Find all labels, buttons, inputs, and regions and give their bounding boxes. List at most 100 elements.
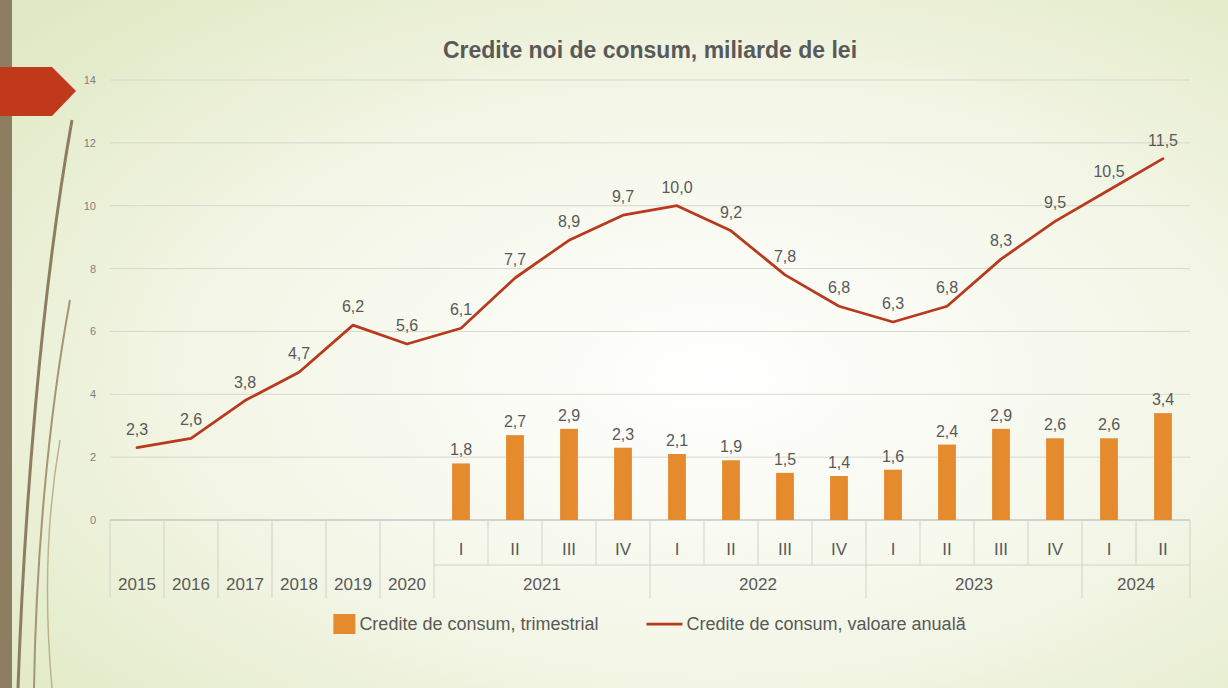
axis-separator [1082,520,1083,598]
axis-separator [704,565,758,566]
data-label: 1,4 [828,454,850,471]
data-label: 7,7 [504,251,526,268]
axis-separator [1136,565,1190,566]
bar [722,460,740,520]
bar [884,470,902,520]
bar [1100,438,1118,520]
axis-separator [326,520,327,598]
bar [938,445,956,520]
data-label: 9,5 [1044,194,1066,211]
x-tick-label: III [562,540,576,559]
axis-separator [812,565,866,566]
data-label: 2,6 [180,411,202,428]
data-labels: 1,82,72,92,32,11,91,51,41,62,42,92,62,63… [126,132,1178,471]
axis-separator [164,520,165,598]
data-label: 4,7 [288,345,310,362]
data-label: 8,3 [990,232,1012,249]
bar [776,473,794,520]
axis-separator [866,520,867,598]
x-tick-label: 2020 [388,575,426,594]
x-group-label: 2022 [739,575,777,594]
data-label: 2,3 [126,421,148,438]
x-tick-label: II [1158,540,1167,559]
legend-label: Credite de consum, valoare anuală [686,614,966,634]
axis-separator [434,565,488,566]
data-label: 2,7 [504,413,526,430]
axis-separator [488,565,542,566]
data-label: 10,5 [1093,163,1124,180]
data-label: 2,6 [1044,416,1066,433]
data-label: 8,9 [558,213,580,230]
x-tick-label: 2015 [118,575,156,594]
data-label: 2,6 [1098,416,1120,433]
x-group-label: 2021 [523,575,561,594]
data-label: 1,9 [720,438,742,455]
axis-separator [1136,520,1137,565]
x-tick-label: 2019 [334,575,372,594]
y-tick-label: 6 [90,325,96,337]
data-label: 6,2 [342,298,364,315]
axis-separator [650,520,651,598]
data-label: 2,4 [936,423,958,440]
data-label: 2,3 [612,426,634,443]
data-label: 7,8 [774,248,796,265]
grid-line [110,268,1190,269]
x-tick-label: II [726,540,735,559]
legend-swatch [333,614,355,634]
axis-separator [1190,520,1191,598]
axis-separator [650,565,704,566]
data-label: 2,9 [558,407,580,424]
axis-separator [920,520,921,565]
legend-swatch [646,623,682,626]
axis-separator [704,520,705,565]
data-label: 11,5 [1148,132,1178,149]
grid-line [110,80,1190,81]
axis-separator [974,520,975,565]
data-label: 1,6 [882,448,904,465]
data-label: 6,8 [936,279,958,296]
axis-separator [920,565,974,566]
x-tick-label: IV [831,540,848,559]
axis-separator [1082,565,1136,566]
axis-separator [542,520,543,565]
deco-curve [47,440,60,688]
data-label: 3,4 [1152,391,1174,408]
grid-line [110,205,1190,206]
axis-separator [434,520,435,598]
legend-item: Credite de consum, trimestrial [333,614,598,634]
bar [560,429,578,520]
axis-separator [758,565,812,566]
bar [614,448,632,520]
x-tick-label: I [1107,540,1112,559]
line [137,159,1163,448]
axis-separator [596,520,597,565]
y-tick-label: 0 [90,514,96,526]
data-label: 1,5 [774,451,796,468]
data-label: 5,6 [396,317,418,334]
data-label: 10,0 [661,179,692,196]
x-tick-label: IV [615,540,632,559]
y-tick-label: 10 [84,200,96,212]
data-label: 3,8 [234,374,256,391]
bar [452,463,470,520]
x-tick-label: 2016 [172,575,210,594]
bar [830,476,848,520]
plot-marks [137,159,1172,520]
data-label: 6,8 [828,279,850,296]
bar [506,435,524,520]
axis-separator [596,565,650,566]
arrow-shape [0,67,76,116]
bar [668,454,686,520]
bar [1154,413,1172,520]
axis-separator [974,565,1028,566]
chart: Credite noi de consum, miliarde de lei02… [0,0,1228,688]
axis-separator [218,520,219,598]
background [0,0,1228,688]
axis-separator [380,520,381,598]
grid-line [110,457,1190,458]
axis-separator [110,520,111,598]
x-group-label: 2024 [1117,575,1155,594]
bar [992,429,1010,520]
data-label: 6,3 [882,295,904,312]
deco-curve [34,300,70,688]
